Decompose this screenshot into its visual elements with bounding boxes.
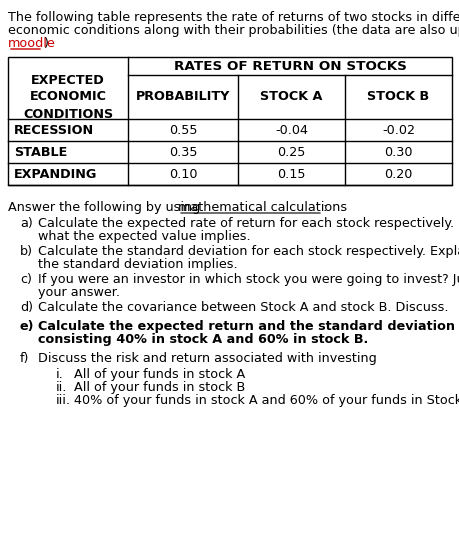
Text: iii.: iii. [56, 394, 71, 407]
Text: -0.02: -0.02 [381, 124, 414, 136]
Bar [8, 57, 451, 185]
Text: STOCK B: STOCK B [367, 91, 429, 103]
Text: 0.15: 0.15 [277, 167, 305, 181]
Text: Calculate the standard deviation for each stock respectively. Explain what: Calculate the standard deviation for eac… [38, 245, 459, 258]
Text: ): ) [43, 37, 48, 50]
Text: All of your funds in stock A: All of your funds in stock A [74, 368, 245, 381]
Text: c): c) [20, 273, 32, 286]
Text: RATES OF RETURN ON STOCKS: RATES OF RETURN ON STOCKS [173, 60, 406, 72]
Text: 0.55: 0.55 [168, 124, 197, 136]
Text: ii.: ii. [56, 381, 67, 394]
Text: your answer.: your answer. [38, 286, 120, 299]
Text: 0.20: 0.20 [383, 167, 412, 181]
Text: Calculate the covariance between Stock A and stock B. Discuss.: Calculate the covariance between Stock A… [38, 301, 448, 314]
Text: PROBABILITY: PROBABILITY [135, 91, 230, 103]
Text: f): f) [20, 352, 29, 365]
Text: 0.25: 0.25 [277, 146, 305, 158]
Text: 0.30: 0.30 [383, 146, 412, 158]
Text: what the expected value implies.: what the expected value implies. [38, 230, 250, 243]
Text: a): a) [20, 217, 33, 230]
Text: 40% of your funds in stock A and 60% of your funds in Stock B.: 40% of your funds in stock A and 60% of … [74, 394, 459, 407]
Text: EXPANDING: EXPANDING [14, 167, 97, 181]
Text: Calculate the expected return and the standard deviation of the portfolio: Calculate the expected return and the st… [38, 320, 459, 333]
Text: 0.10: 0.10 [168, 167, 197, 181]
Text: Discuss the risk and return associated with investing: Discuss the risk and return associated w… [38, 352, 376, 365]
Text: The following table represents the rate of returns of two stocks in different: The following table represents the rate … [8, 11, 459, 24]
Text: -0.04: -0.04 [274, 124, 308, 136]
Text: mathematical calculations: mathematical calculations [178, 201, 347, 214]
Text: economic conditions along with their probabilities (the data are also uploaded o: economic conditions along with their pro… [8, 24, 459, 37]
Text: STABLE: STABLE [14, 146, 67, 158]
Text: the standard deviation implies.: the standard deviation implies. [38, 258, 237, 271]
Text: i.: i. [56, 368, 64, 381]
Text: Answer the following by using: Answer the following by using [8, 201, 204, 214]
Text: RECESSION: RECESSION [14, 124, 94, 136]
Text: b): b) [20, 245, 33, 258]
Text: 0.35: 0.35 [168, 146, 197, 158]
Text: If you were an investor in which stock you were going to invest? Justify: If you were an investor in which stock y… [38, 273, 459, 286]
Text: moodle: moodle [8, 37, 56, 50]
Text: Calculate the expected rate of return for each stock respectively. Explain: Calculate the expected rate of return fo… [38, 217, 459, 230]
Text: consisting 40% in stock A and 60% in stock B.: consisting 40% in stock A and 60% in sto… [38, 333, 368, 346]
Text: STOCK A: STOCK A [260, 91, 322, 103]
Text: All of your funds in stock B: All of your funds in stock B [74, 381, 245, 394]
Text: EXPECTED
ECONOMIC
CONDITIONS: EXPECTED ECONOMIC CONDITIONS [23, 74, 113, 120]
Text: e): e) [20, 320, 34, 333]
Text: d): d) [20, 301, 33, 314]
Text: :: : [322, 201, 327, 214]
